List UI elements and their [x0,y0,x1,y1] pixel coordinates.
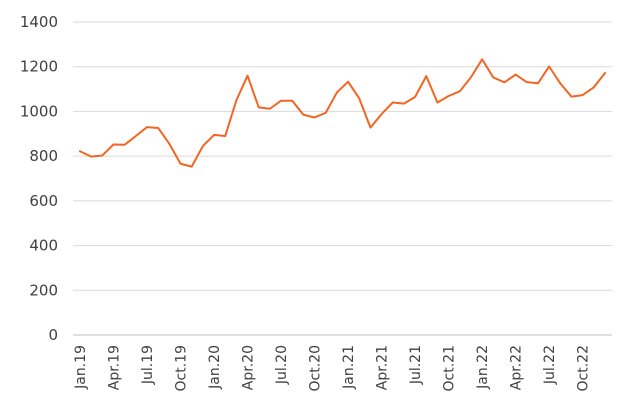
y-tick-label: 1000 [20,102,58,120]
x-tick-label: Jan.21 [341,345,357,390]
y-tick-label: 600 [29,192,58,210]
y-tick-label: 200 [29,281,58,299]
x-tick-label: Oct.21 [442,345,458,391]
x-tick-label: Jan.20 [207,345,223,390]
y-tick-label: 800 [29,147,58,165]
x-tick-label: Oct.20 [308,345,324,391]
x-axis-ticks: Jan.19 Apr.19 Jul.19 Oct.19 Jan.20 Apr.20 Jul.… [73,345,592,391]
y-tick-label: 400 [29,237,58,255]
x-tick-label: Jul.19 [140,345,156,385]
x-tick-label: Jul.22 [542,345,558,385]
x-tick-label: Apr.22 [509,345,525,390]
x-tick-label: Jul.21 [408,345,424,385]
x-tick-label: Apr.19 [107,345,123,390]
x-tick-label: Jan.19 [73,345,89,390]
x-tick-label: Apr.20 [241,345,257,390]
y-tick-label: 1200 [20,58,58,76]
y-tick-label: 0 [48,326,58,344]
x-tick-label: Apr.21 [375,345,391,390]
x-tick-label: Jan.22 [475,345,491,390]
y-axis-ticks: 0 200 400 600 800 1000 1200 1400 [20,13,58,344]
y-tick-label: 1400 [20,13,58,31]
gridlines [73,21,612,336]
x-tick-label: Oct.19 [174,345,190,391]
series-line [79,58,606,168]
x-tick-label: Jul.20 [274,345,290,385]
series-group [79,58,606,168]
x-tick-label: Oct.22 [576,345,592,391]
